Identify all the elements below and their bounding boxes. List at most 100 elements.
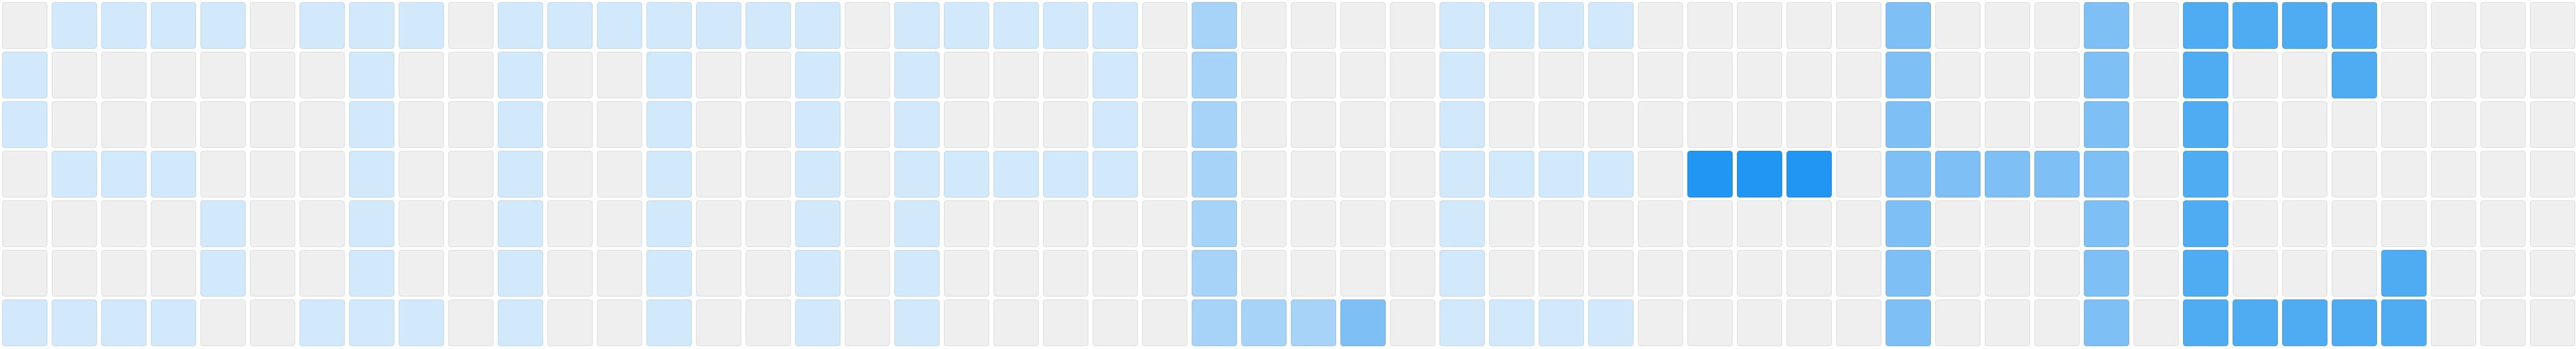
grid-cell[interactable] xyxy=(2332,250,2377,297)
grid-cell[interactable] xyxy=(2233,101,2278,148)
grid-cell[interactable] xyxy=(1539,151,1584,198)
grid-cell[interactable] xyxy=(1192,250,1237,297)
grid-cell[interactable] xyxy=(52,250,97,297)
grid-cell[interactable] xyxy=(52,101,97,148)
grid-cell[interactable] xyxy=(2530,101,2575,148)
grid-cell[interactable] xyxy=(2034,200,2080,247)
grid-cell[interactable] xyxy=(1291,299,1336,346)
grid-cell[interactable] xyxy=(2084,200,2129,247)
grid-cell[interactable] xyxy=(151,101,196,148)
grid-cell[interactable] xyxy=(1192,101,1237,148)
grid-cell[interactable] xyxy=(300,151,345,198)
grid-cell[interactable] xyxy=(101,250,147,297)
grid-cell[interactable] xyxy=(2282,52,2327,98)
grid-cell[interactable] xyxy=(300,299,345,346)
grid-cell[interactable] xyxy=(399,299,444,346)
grid-cell[interactable] xyxy=(993,299,1039,346)
grid-cell[interactable] xyxy=(1985,250,2030,297)
grid-cell[interactable] xyxy=(1687,52,1733,98)
grid-cell[interactable] xyxy=(845,299,890,346)
grid-cell[interactable] xyxy=(646,101,692,148)
grid-cell[interactable] xyxy=(1737,200,1782,247)
grid-cell[interactable] xyxy=(1093,101,1138,148)
grid-cell[interactable] xyxy=(2381,200,2427,247)
grid-cell[interactable] xyxy=(1340,151,1386,198)
grid-cell[interactable] xyxy=(200,151,246,198)
grid-cell[interactable] xyxy=(1985,151,2030,198)
grid-cell[interactable] xyxy=(1539,299,1584,346)
grid-cell[interactable] xyxy=(2431,200,2476,247)
grid-cell[interactable] xyxy=(2332,2,2377,49)
grid-cell[interactable] xyxy=(597,200,642,247)
grid-cell[interactable] xyxy=(1985,101,2030,148)
grid-cell[interactable] xyxy=(448,151,494,198)
grid-cell[interactable] xyxy=(250,200,295,247)
grid-cell[interactable] xyxy=(1440,52,1485,98)
grid-cell[interactable] xyxy=(101,2,147,49)
grid-cell[interactable] xyxy=(1786,52,1832,98)
grid-cell[interactable] xyxy=(2381,101,2427,148)
grid-cell[interactable] xyxy=(2133,2,2179,49)
grid-cell[interactable] xyxy=(2183,151,2228,198)
grid-cell[interactable] xyxy=(1440,2,1485,49)
grid-cell[interactable] xyxy=(1440,250,1485,297)
grid-cell[interactable] xyxy=(2381,151,2427,198)
grid-cell[interactable] xyxy=(1935,250,1981,297)
grid-cell[interactable] xyxy=(250,299,295,346)
grid-cell[interactable] xyxy=(597,101,642,148)
grid-cell[interactable] xyxy=(2480,52,2526,98)
grid-cell[interactable] xyxy=(1192,200,1237,247)
grid-cell[interactable] xyxy=(399,101,444,148)
grid-cell[interactable] xyxy=(250,151,295,198)
grid-cell[interactable] xyxy=(2332,101,2377,148)
grid-cell[interactable] xyxy=(1737,151,1782,198)
grid-cell[interactable] xyxy=(1836,101,1881,148)
grid-cell[interactable] xyxy=(795,250,840,297)
grid-cell[interactable] xyxy=(448,2,494,49)
grid-cell[interactable] xyxy=(2133,151,2179,198)
grid-cell[interactable] xyxy=(1291,200,1336,247)
grid-cell[interactable] xyxy=(646,52,692,98)
grid-cell[interactable] xyxy=(399,250,444,297)
grid-cell[interactable] xyxy=(2431,299,2476,346)
grid-cell[interactable] xyxy=(1142,151,1187,198)
grid-cell[interactable] xyxy=(944,2,989,49)
grid-cell[interactable] xyxy=(2084,299,2129,346)
grid-cell[interactable] xyxy=(2282,299,2327,346)
grid-cell[interactable] xyxy=(1886,299,1931,346)
grid-cell[interactable] xyxy=(1886,151,1931,198)
grid-cell[interactable] xyxy=(1786,299,1832,346)
grid-cell[interactable] xyxy=(2431,101,2476,148)
grid-cell[interactable] xyxy=(2530,151,2575,198)
grid-cell[interactable] xyxy=(795,2,840,49)
grid-cell[interactable] xyxy=(2431,2,2476,49)
grid-cell[interactable] xyxy=(1539,52,1584,98)
grid-cell[interactable] xyxy=(1935,299,1981,346)
grid-cell[interactable] xyxy=(1340,299,1386,346)
grid-cell[interactable] xyxy=(1043,2,1088,49)
grid-cell[interactable] xyxy=(746,2,791,49)
grid-cell[interactable] xyxy=(2183,299,2228,346)
grid-cell[interactable] xyxy=(993,52,1039,98)
grid-cell[interactable] xyxy=(101,151,147,198)
grid-cell[interactable] xyxy=(547,52,593,98)
grid-cell[interactable] xyxy=(993,2,1039,49)
grid-cell[interactable] xyxy=(2332,52,2377,98)
grid-cell[interactable] xyxy=(349,200,394,247)
grid-cell[interactable] xyxy=(2183,200,2228,247)
grid-cell[interactable] xyxy=(1687,101,1733,148)
grid-cell[interactable] xyxy=(2381,250,2427,297)
grid-cell[interactable] xyxy=(1588,52,1634,98)
grid-cell[interactable] xyxy=(151,52,196,98)
grid-cell[interactable] xyxy=(1142,52,1187,98)
grid-cell[interactable] xyxy=(1687,299,1733,346)
grid-cell[interactable] xyxy=(646,2,692,49)
grid-cell[interactable] xyxy=(944,151,989,198)
grid-cell[interactable] xyxy=(151,2,196,49)
grid-cell[interactable] xyxy=(795,101,840,148)
grid-cell[interactable] xyxy=(2133,299,2179,346)
grid-cell[interactable] xyxy=(1142,299,1187,346)
grid-cell[interactable] xyxy=(1390,200,1435,247)
grid-cell[interactable] xyxy=(1043,299,1088,346)
grid-cell[interactable] xyxy=(845,2,890,49)
